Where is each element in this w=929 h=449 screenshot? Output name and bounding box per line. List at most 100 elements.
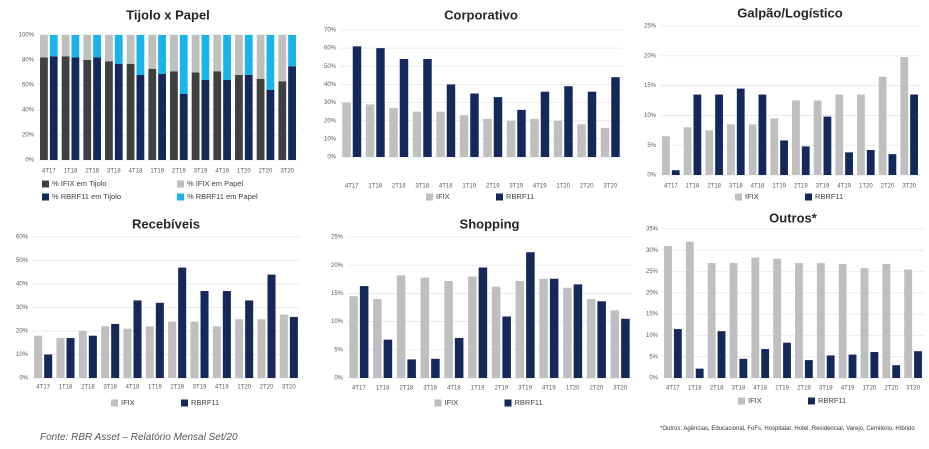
bar [506,120,516,157]
legend-swatch [504,399,512,407]
bar-segment [61,56,70,160]
x-tick-label: 3T20 [603,184,617,190]
y-tick-label: 25% [646,269,659,275]
bar [396,275,406,378]
x-tick-label: 2T20 [260,385,274,391]
bar [359,286,369,378]
bar [446,84,456,157]
x-tick-label: 1T20 [859,184,873,190]
x-tick-label: 3T18 [107,169,121,175]
x-tick-label: 4T18 [439,184,453,190]
bar-segment [40,35,48,58]
y-tick-label: 10% [644,113,657,119]
bar [44,354,53,378]
bar-segment [223,80,231,160]
bar [586,299,596,378]
bar [444,280,453,378]
bar [235,319,244,378]
legend-label: RBRF11 [506,192,534,201]
y-tick-label: 25% [644,24,657,30]
y-tick-label: 30% [646,248,659,254]
x-tick-label: 1T19 [471,386,485,392]
bar [892,365,901,378]
y-tick-label: 60% [324,46,337,52]
y-tick-label: 0% [647,173,656,179]
bar [707,263,716,378]
bar-segment [213,71,222,160]
bar [866,149,875,175]
bar-segment [126,63,135,160]
legend-label: RBRF11 [191,398,219,407]
bar-segment [201,35,210,80]
x-tick-label: 4T18 [129,169,143,175]
x-tick-label: 1T19 [462,184,476,190]
bar [365,104,375,157]
legend-swatch [738,397,745,405]
bar [123,328,132,378]
bar-segment [49,56,58,160]
bar [478,267,488,378]
bar [376,48,385,158]
x-tick-label: 1T19 [148,385,162,391]
bar [888,154,897,175]
x-tick-label: 1T20 [237,385,251,391]
bar [212,326,221,378]
bar [600,127,610,157]
x-tick-label: 3T19 [194,169,208,175]
legend-label: IFIX [121,398,135,407]
x-tick-label: 1T18 [686,184,700,190]
bar-segment [105,35,113,62]
bar [502,316,511,378]
bar [900,56,909,175]
bar [845,152,853,175]
x-tick-label: 3T20 [902,184,916,190]
bar [245,300,254,378]
x-tick-label: 2T18 [400,386,414,392]
bar [773,258,782,378]
x-tick-label: 3T20 [613,386,627,392]
x-tick-label: 4T18 [447,386,461,392]
y-tick-label: 15% [646,312,659,318]
bar [780,140,788,175]
x-tick-label: 1T18 [59,385,73,391]
bar-segment [71,35,80,58]
bar-segment [201,80,210,160]
bar-segment [114,63,123,160]
bar [352,46,362,158]
bar [664,246,672,378]
bar [838,263,847,378]
bar [111,323,120,378]
y-tick-label: 40% [324,82,337,88]
bar [145,326,154,378]
x-tick-label: 2T19 [495,386,509,392]
x-tick-label: 2T20 [259,169,273,175]
bar [729,263,738,378]
y-tick-label: 20% [646,290,659,296]
bar [715,94,723,175]
chart-title: Shopping [460,216,520,231]
bar [577,124,586,157]
y-tick-label: 10% [331,319,344,325]
bar-segment [158,73,166,160]
bar [823,116,832,175]
legend-swatch [42,180,49,188]
bar [178,267,187,378]
x-tick-label: 4T17 [36,385,50,391]
x-tick-label: 3T18 [732,386,746,392]
bar [860,268,869,378]
y-tick-label: 5% [334,347,343,353]
bar [101,326,110,378]
x-tick-label: 3T20 [906,386,920,392]
legend-swatch [805,193,812,201]
y-tick-label: 10% [646,333,659,339]
bar [739,358,748,378]
y-tick-label: 60% [16,235,29,241]
bar [804,360,813,378]
bar [573,284,583,378]
x-tick-label: 4T17 [42,169,56,175]
y-tick-label: 70% [324,28,337,34]
legend-swatch [111,399,118,407]
bar-segment [40,57,48,160]
